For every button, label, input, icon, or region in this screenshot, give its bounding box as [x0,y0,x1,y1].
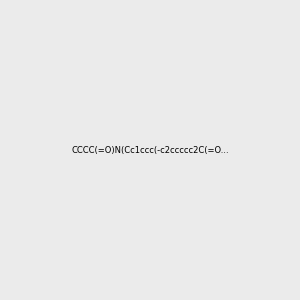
Text: CCCC(=O)N(Cc1ccc(-c2ccccc2C(=O...: CCCC(=O)N(Cc1ccc(-c2ccccc2C(=O... [71,146,229,154]
